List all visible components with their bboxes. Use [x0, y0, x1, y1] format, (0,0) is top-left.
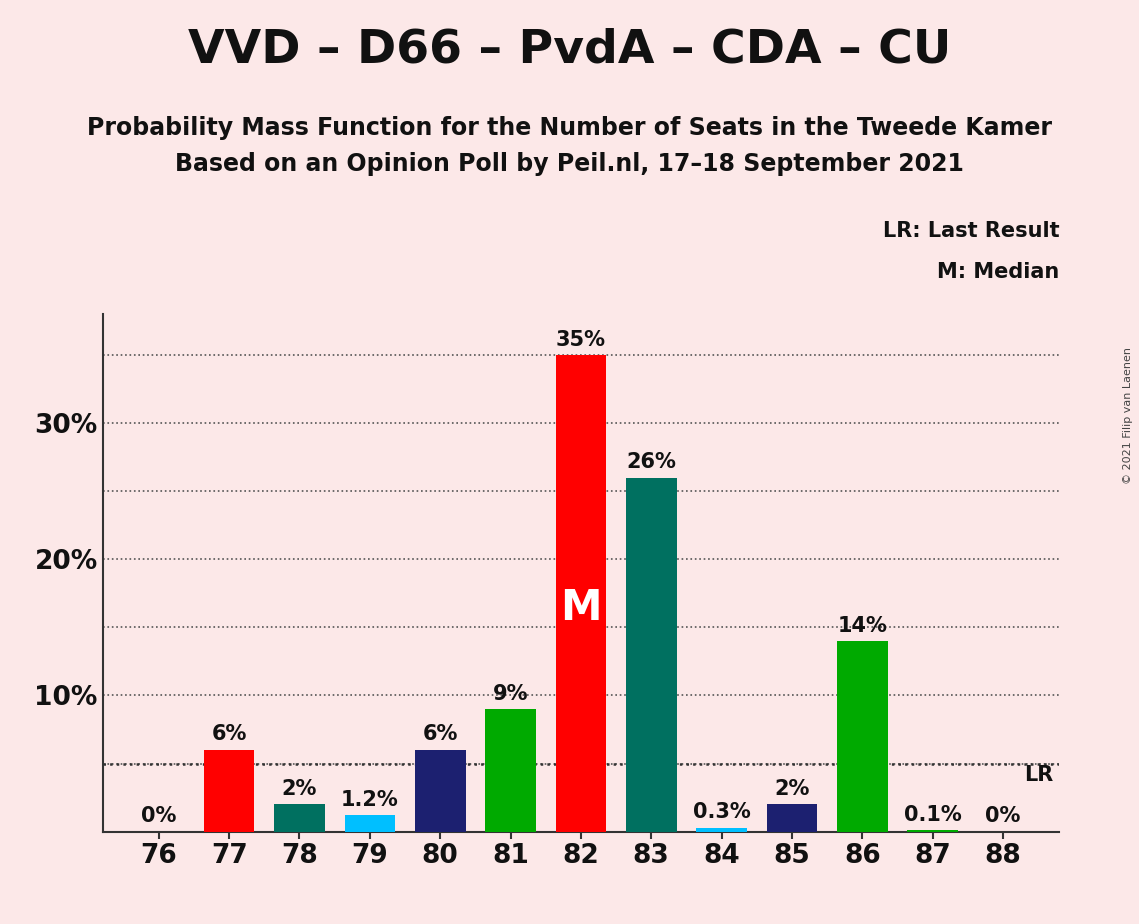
Bar [837, 641, 887, 832]
Text: 14%: 14% [837, 615, 887, 636]
Bar [556, 355, 606, 832]
Text: 35%: 35% [556, 330, 606, 349]
Bar [908, 831, 958, 832]
Text: M: M [560, 587, 601, 628]
Bar [767, 805, 818, 832]
Text: Probability Mass Function for the Number of Seats in the Tweede Kamer: Probability Mass Function for the Number… [87, 116, 1052, 140]
Bar [696, 828, 747, 832]
Bar [344, 815, 395, 832]
Text: © 2021 Filip van Laenen: © 2021 Filip van Laenen [1123, 347, 1133, 484]
Bar [204, 750, 254, 832]
Bar [485, 709, 535, 832]
Bar [626, 478, 677, 832]
Text: LR: LR [1024, 765, 1054, 784]
Text: 1.2%: 1.2% [341, 790, 399, 809]
Text: 6%: 6% [212, 724, 247, 745]
Text: 2%: 2% [775, 779, 810, 799]
Text: 26%: 26% [626, 452, 677, 472]
Bar [415, 750, 466, 832]
Text: 2%: 2% [281, 779, 317, 799]
Text: 6%: 6% [423, 724, 458, 745]
Text: 0%: 0% [141, 806, 177, 826]
Text: M: Median: M: Median [937, 262, 1059, 283]
Text: 9%: 9% [493, 684, 528, 703]
Text: LR: Last Result: LR: Last Result [883, 221, 1059, 241]
Text: Based on an Opinion Poll by Peil.nl, 17–18 September 2021: Based on an Opinion Poll by Peil.nl, 17–… [175, 152, 964, 176]
Bar [274, 805, 325, 832]
Text: 0.1%: 0.1% [903, 805, 961, 825]
Text: 0.3%: 0.3% [693, 802, 751, 822]
Text: VVD – D66 – PvdA – CDA – CU: VVD – D66 – PvdA – CDA – CU [188, 28, 951, 73]
Text: 0%: 0% [985, 806, 1021, 826]
